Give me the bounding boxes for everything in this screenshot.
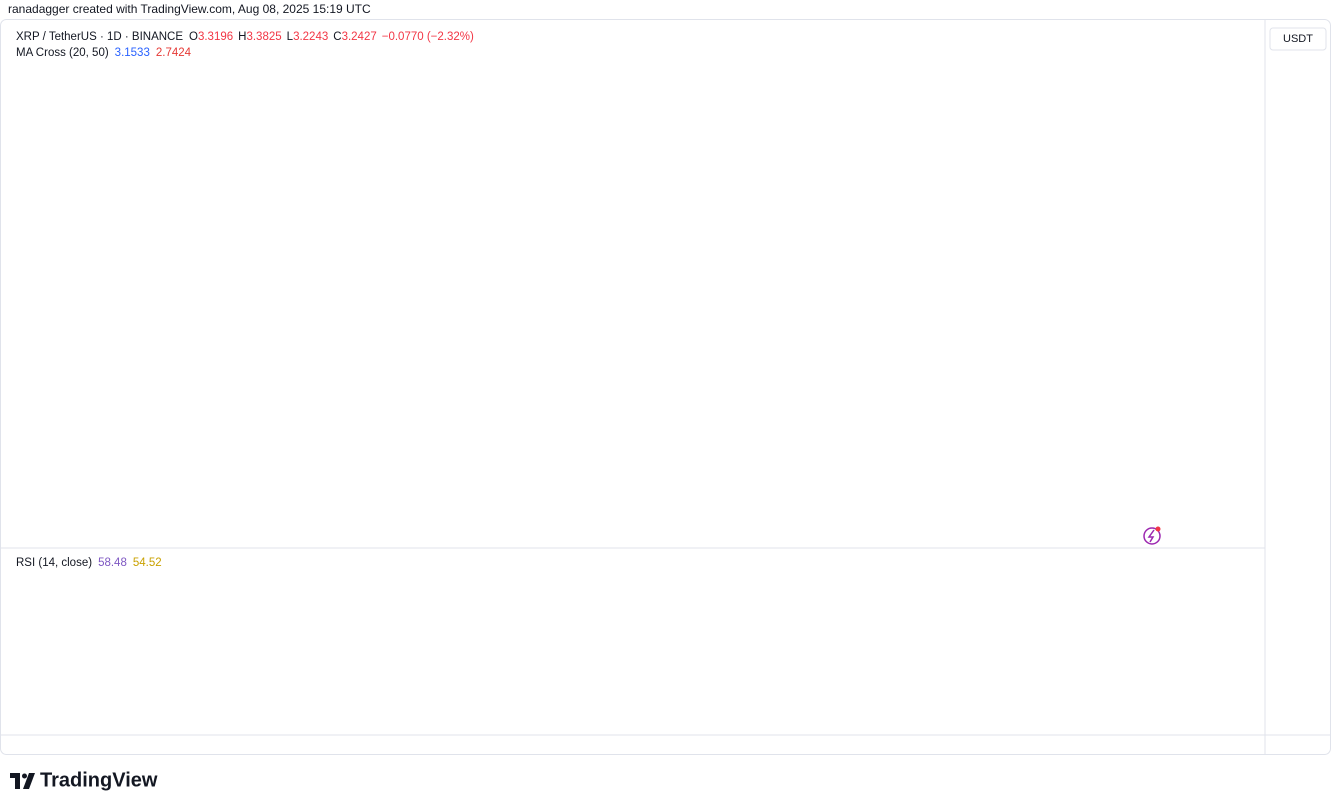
logo-text: TradingView (40, 769, 158, 791)
indicator-line: MA Cross (20, 50) 3.1533 2.7424 (16, 47, 192, 59)
logo-dot (22, 773, 27, 779)
ohlc-letter: H (238, 31, 246, 43)
rsi-legend: RSI (14, close) 58.48 54.52 (16, 557, 162, 569)
icon-circle[interactable] (1143, 527, 1161, 545)
symbol: XRP / TetherUS · 1D · BINANCE (16, 31, 183, 43)
ohlc-letter: L (287, 31, 294, 43)
ohlc-value: 3.3825 (246, 31, 281, 43)
indicator-title: MA Cross (20, 50) (16, 47, 109, 59)
rsi-value: 58.48 (98, 557, 127, 569)
ohlc-value: 3.3196 (198, 31, 233, 43)
rsi-ma-value: 54.52 (133, 557, 162, 569)
icon-bolt[interactable] (1147, 529, 1155, 543)
author-line: ranadagger created with TradingView.com,… (8, 2, 371, 16)
replay-icon[interactable] (1143, 526, 1161, 545)
rsi-title: RSI (14, close) (16, 557, 92, 569)
footer-logo: TradingView (10, 769, 158, 791)
currency[interactable]: USDT (1283, 33, 1313, 45)
logo-mark (10, 773, 35, 789)
currency-button[interactable] (1269, 27, 1327, 51)
symbol-line: XRP / TetherUS · 1D · BINANCE O3.3196 H3.3… (16, 31, 474, 43)
indicator-value: 2.7424 (156, 47, 192, 59)
ohlc-value: 3.2427 (342, 31, 377, 43)
ohlc-letter: C (333, 31, 341, 43)
ohlc-letter: O (189, 31, 198, 43)
change: −0.0770 (−2.32%) (382, 31, 474, 43)
ohlc-value: 3.2243 (293, 31, 328, 43)
frame (0, 19, 1331, 755)
icon-dot[interactable] (1155, 526, 1161, 532)
indicator-value: 3.1533 (115, 47, 150, 59)
